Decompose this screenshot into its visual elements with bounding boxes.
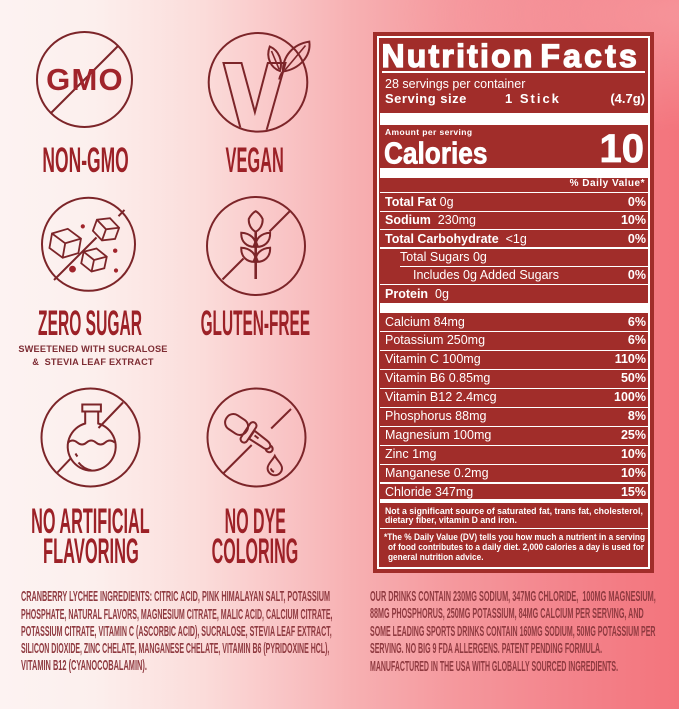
svg-text:GMO: GMO — [46, 62, 124, 97]
